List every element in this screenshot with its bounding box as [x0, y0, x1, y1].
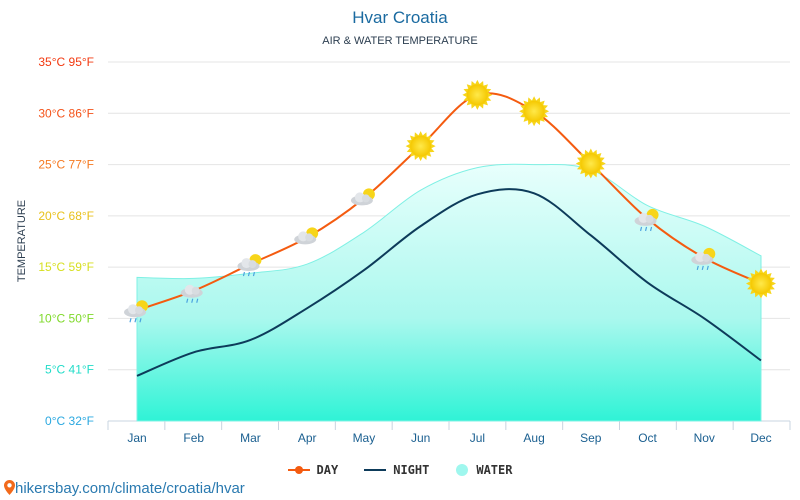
sun-icon [746, 268, 776, 299]
x-tick-label: Jan [127, 431, 146, 445]
cloud [645, 214, 654, 223]
x-tick-label: Nov [694, 431, 715, 445]
raindrop [649, 226, 653, 232]
y-tick-label: 35°C 95°F [38, 55, 94, 69]
x-tick-label: Mar [240, 431, 261, 445]
x-tick-label: Feb [183, 431, 204, 445]
cloud [248, 260, 257, 269]
chart-subtitle: AIR & WATER TEMPERATURE [322, 35, 478, 47]
y-tick-label: 5°C 41°F [45, 363, 94, 377]
sun-icon [462, 79, 493, 110]
raindrop [644, 226, 648, 232]
x-tick-label: Apr [298, 431, 317, 445]
raindrop [134, 318, 137, 323]
sun-icon [519, 96, 550, 127]
x-tick-label: Dec [750, 431, 771, 445]
y-tick-label: 20°C 68°F [38, 209, 94, 223]
source-link[interactable]: hikersbay.com/climate/croatia/hvar [4, 480, 245, 497]
cloud-sun-icon [294, 227, 319, 245]
raindrop [247, 271, 251, 277]
night-line [136, 188, 762, 377]
sun-icon [405, 131, 436, 162]
raindrop [639, 226, 643, 232]
sun-disc [580, 153, 602, 175]
legend-item-water[interactable]: WATER [455, 463, 512, 477]
sun-icon [575, 148, 606, 179]
cloud-rain-sun-icon [634, 208, 659, 232]
y-tick-label: 10°C 50°F [38, 311, 94, 325]
sun-disc [410, 135, 432, 157]
raindrop [706, 265, 709, 271]
chart-title: Hvar Croatia [352, 8, 448, 27]
raindrop [701, 265, 704, 271]
raindrop [129, 318, 132, 323]
y-axis-label: TEMPERATURE [16, 200, 28, 282]
legend-item-night[interactable]: NIGHT [364, 463, 429, 477]
x-tick-label: Aug [523, 431, 544, 445]
y-tick-label: 25°C 77°F [38, 158, 94, 172]
legend-label: NIGHT [393, 463, 430, 477]
cloud-rain-sun-icon [124, 300, 148, 323]
cloud-rain-sun-icon [237, 254, 262, 277]
cloud [191, 286, 200, 295]
cloud [361, 194, 370, 203]
location-pin-icon [4, 480, 15, 495]
cloud [702, 253, 711, 262]
x-tick-label: Jun [411, 431, 430, 445]
raindrop [242, 271, 246, 277]
night-swatch [364, 469, 387, 471]
legend: DAY NIGHT WATER [0, 463, 800, 477]
cloud [305, 233, 314, 242]
x-tick-label: Sep [580, 431, 602, 445]
cloud [135, 306, 143, 315]
chart: 35°C 95°F 30°C 86°F 25°C 77°F 20°C 68°F 15°C… [16, 55, 791, 445]
day-swatch [287, 466, 310, 474]
water-area [136, 163, 762, 422]
cloud-rain-icon [180, 284, 203, 303]
legend-label: WATER [476, 463, 513, 477]
x-tick-label: Jul [470, 431, 485, 445]
x-tick-label: Oct [638, 431, 657, 445]
x-tick-label: May [353, 431, 376, 445]
y-tick-label: 15°C 59°F [38, 260, 94, 274]
raindrop [252, 271, 256, 277]
sun-disc [523, 100, 545, 122]
y-tick-label: 30°C 86°F [38, 106, 94, 120]
cloud-rain-sun-icon [691, 247, 716, 271]
y-tick-label: 0°C 32°F [45, 414, 94, 428]
raindrop [191, 298, 194, 303]
raindrop [186, 298, 189, 303]
water-swatch [456, 464, 469, 476]
sun-disc [750, 273, 772, 295]
raindrop [696, 265, 699, 271]
raindrop [196, 298, 199, 303]
sun-disc [466, 84, 488, 106]
raindrop [139, 318, 142, 323]
cloud-sun-icon [350, 188, 375, 206]
legend-item-day[interactable]: DAY [287, 463, 339, 477]
legend-label: DAY [316, 463, 339, 477]
